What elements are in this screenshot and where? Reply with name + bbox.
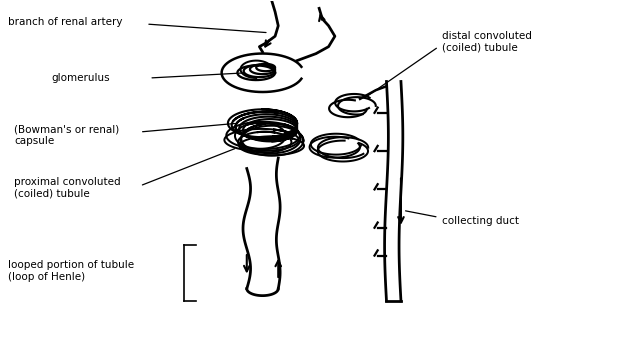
Text: proximal convoluted
(coiled) tubule: proximal convoluted (coiled) tubule (14, 177, 121, 198)
Text: distal convoluted
(coiled) tubule: distal convoluted (coiled) tubule (442, 31, 532, 52)
Text: looped portion of tubule
(loop of Henle): looped portion of tubule (loop of Henle) (8, 260, 134, 282)
Text: branch of renal artery: branch of renal artery (8, 17, 122, 27)
Text: (Bowman's or renal)
capsule: (Bowman's or renal) capsule (14, 125, 119, 146)
Text: collecting duct: collecting duct (442, 216, 519, 226)
Text: glomerulus: glomerulus (52, 73, 111, 83)
